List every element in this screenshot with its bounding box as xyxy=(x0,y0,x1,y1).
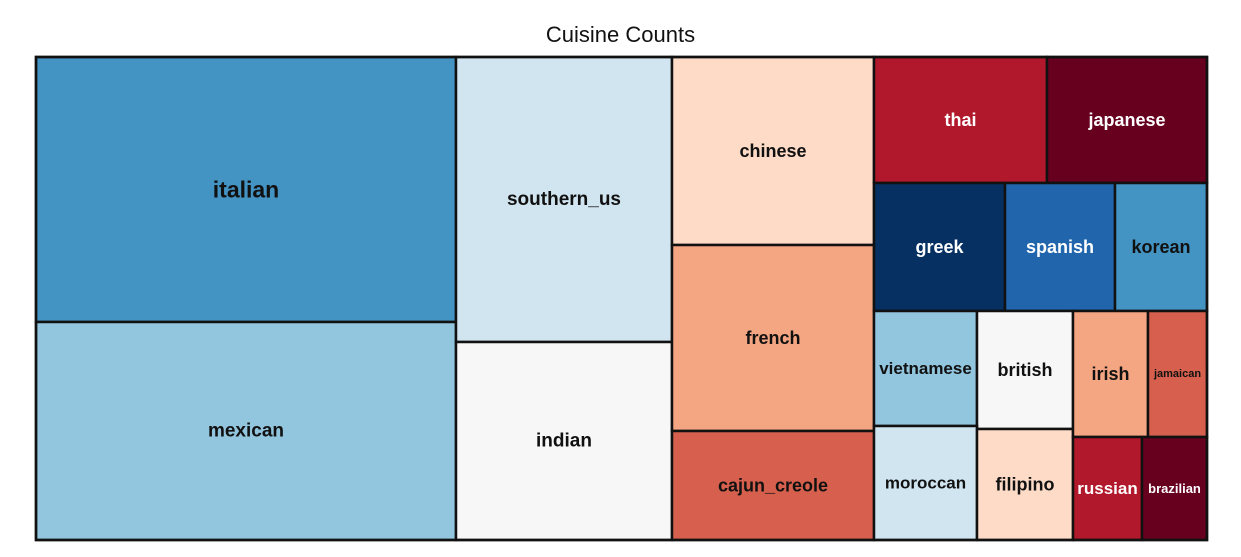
tile-label-british: british xyxy=(997,360,1052,380)
tile-label-cajun-creole: cajun_creole xyxy=(718,476,828,496)
tile-vietnamese xyxy=(872,309,979,428)
tile-label-moroccan: moroccan xyxy=(885,474,966,493)
tile-southern-us xyxy=(454,55,674,344)
tile-korean xyxy=(1113,181,1209,313)
tile-label-korean: korean xyxy=(1131,237,1190,257)
tile-italian xyxy=(34,55,458,324)
tile-label-mexican: mexican xyxy=(208,421,284,442)
tile-label-southern-us: southern_us xyxy=(507,189,621,210)
tile-label-indian: indian xyxy=(536,431,592,452)
tile-greek xyxy=(872,181,1007,313)
tile-label-jamaican: jamaican xyxy=(1153,368,1201,380)
tile-label-chinese: chinese xyxy=(739,141,806,161)
tile-label-filipino: filipino xyxy=(996,475,1055,495)
chart-title: Cuisine Counts xyxy=(545,22,696,47)
tile-label-italian: italian xyxy=(213,177,279,203)
tile-russian xyxy=(1071,435,1144,542)
tile-japanese xyxy=(1045,55,1209,185)
tile-mexican xyxy=(34,320,458,542)
tile-label-vietnamese: vietnamese xyxy=(879,359,972,378)
tile-label-japanese: japanese xyxy=(1087,110,1165,130)
tile-label-irish: irish xyxy=(1091,364,1129,384)
tile-jamaican xyxy=(1146,309,1209,439)
tile-label-french: french xyxy=(745,328,800,348)
tile-label-thai: thai xyxy=(944,110,976,130)
tile-thai xyxy=(872,55,1049,185)
tile-moroccan xyxy=(872,424,979,542)
tile-label-spanish: spanish xyxy=(1026,237,1094,257)
tile-filipino xyxy=(975,427,1075,542)
tile-label-greek: greek xyxy=(915,237,964,257)
tile-irish xyxy=(1071,309,1150,439)
tile-label-russian: russian xyxy=(1077,479,1137,498)
tile-british xyxy=(975,309,1075,431)
tile-label-brazilian: brazilian xyxy=(1148,481,1201,496)
treemap-border xyxy=(34,55,1209,542)
